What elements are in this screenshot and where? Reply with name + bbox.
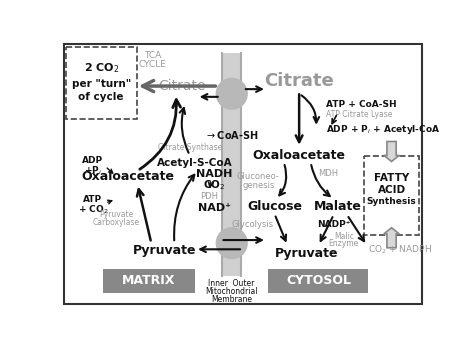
Text: ACID: ACID bbox=[377, 185, 406, 195]
Text: Gluconeo-: Gluconeo- bbox=[237, 172, 280, 181]
FancyBboxPatch shape bbox=[364, 156, 419, 235]
Text: MDH: MDH bbox=[319, 169, 338, 178]
Text: Membrane: Membrane bbox=[211, 295, 252, 304]
FancyBboxPatch shape bbox=[66, 47, 137, 119]
Text: ATP Citrate Lyase: ATP Citrate Lyase bbox=[326, 110, 392, 119]
Text: Mitochondrial: Mitochondrial bbox=[205, 287, 258, 296]
Text: Glucose: Glucose bbox=[247, 200, 302, 214]
Text: Carboxylase: Carboxylase bbox=[92, 218, 139, 227]
Text: Pyruvate: Pyruvate bbox=[133, 244, 196, 257]
Text: NADP⁺: NADP⁺ bbox=[317, 220, 350, 229]
Text: Acetyl-S-CoA: Acetyl-S-CoA bbox=[157, 158, 233, 168]
Text: per "turn": per "turn" bbox=[72, 79, 131, 89]
Text: ADP + P$_i$ + Acetyl-CoA: ADP + P$_i$ + Acetyl-CoA bbox=[326, 124, 440, 137]
Text: 2 CO$_2$: 2 CO$_2$ bbox=[83, 61, 119, 75]
Text: ATP: ATP bbox=[83, 195, 102, 204]
Text: Citrate: Citrate bbox=[264, 72, 334, 90]
Text: $\rightarrow$CoA-SH: $\rightarrow$CoA-SH bbox=[205, 129, 259, 141]
Text: ATP + CoA-SH: ATP + CoA-SH bbox=[326, 100, 397, 109]
Bar bbox=[268, 268, 368, 293]
Text: PDH: PDH bbox=[200, 193, 218, 201]
Text: +P$_i$: +P$_i$ bbox=[84, 165, 102, 177]
Text: Oxaloacetate: Oxaloacetate bbox=[82, 170, 175, 183]
Text: NAD⁺: NAD⁺ bbox=[198, 204, 231, 214]
Text: CYCLE: CYCLE bbox=[139, 60, 167, 69]
Text: FATTY: FATTY bbox=[374, 174, 409, 184]
Text: Pyruvate: Pyruvate bbox=[99, 210, 133, 219]
Text: NADH: NADH bbox=[196, 169, 233, 179]
Circle shape bbox=[216, 78, 247, 109]
Text: Glycolysis: Glycolysis bbox=[232, 220, 274, 229]
Text: Malic: Malic bbox=[334, 232, 354, 241]
Text: of cycle: of cycle bbox=[79, 92, 124, 102]
Bar bbox=[103, 268, 195, 293]
Text: Inner  Outer: Inner Outer bbox=[208, 279, 255, 288]
Text: Enzyme: Enzyme bbox=[328, 239, 359, 248]
Text: Citrate: Citrate bbox=[158, 79, 206, 93]
Text: + CO$_2$: + CO$_2$ bbox=[78, 203, 108, 216]
Text: Oxaloacetate: Oxaloacetate bbox=[253, 149, 346, 162]
Text: CO$_2$ + NADPH: CO$_2$ + NADPH bbox=[368, 243, 432, 256]
Bar bbox=[222, 53, 241, 276]
Text: ADP: ADP bbox=[82, 156, 103, 165]
FancyArrow shape bbox=[384, 141, 399, 161]
FancyArrow shape bbox=[384, 228, 399, 248]
Text: CO$_2$: CO$_2$ bbox=[203, 178, 226, 192]
Text: Pyruvate: Pyruvate bbox=[275, 247, 338, 260]
Text: Citrate Synthase: Citrate Synthase bbox=[158, 143, 222, 152]
Text: genesis: genesis bbox=[242, 181, 274, 190]
Circle shape bbox=[216, 228, 247, 258]
Text: Malate: Malate bbox=[314, 200, 362, 214]
Text: CYTOSOL: CYTOSOL bbox=[286, 274, 351, 287]
Text: TCA: TCA bbox=[144, 51, 162, 60]
Text: Synthesis: Synthesis bbox=[367, 197, 417, 206]
Text: MATRIX: MATRIX bbox=[122, 274, 176, 287]
